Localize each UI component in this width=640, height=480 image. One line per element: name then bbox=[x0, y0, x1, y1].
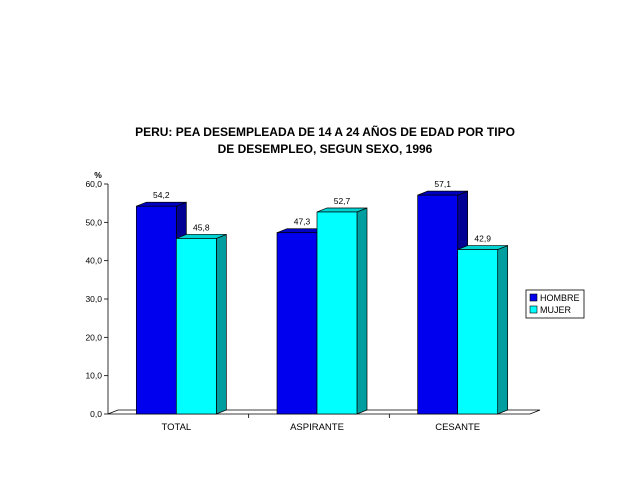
bar-side bbox=[215, 233, 227, 415]
data-label: 52,7 bbox=[334, 196, 351, 206]
plot-area: 0,0 10,0 20,0 30,0 40,0 50,0 60,0 54,2 45,8 TOTAL… bbox=[85, 179, 541, 433]
y-tick-label: 50,0 bbox=[85, 217, 102, 227]
x-category-label: TOTAL bbox=[161, 422, 191, 433]
bar-mujer-cesante bbox=[457, 249, 499, 415]
bar-side bbox=[497, 245, 509, 415]
legend-swatch bbox=[529, 305, 538, 314]
y-tick-label: 20,0 bbox=[85, 332, 102, 342]
bar-hombre-total bbox=[135, 205, 177, 415]
y-tick-label: 40,0 bbox=[85, 256, 102, 266]
y-tick-label: 30,0 bbox=[85, 294, 102, 304]
bar-hombre-aspirante bbox=[276, 232, 318, 415]
y-axis-unit-label: % bbox=[94, 170, 102, 180]
data-label: 42,9 bbox=[474, 234, 491, 244]
data-label: 45,8 bbox=[193, 222, 210, 232]
data-label: 54,2 bbox=[153, 190, 170, 200]
bar-mujer-aspirante bbox=[316, 211, 358, 415]
y-tick-label: 60,0 bbox=[85, 179, 102, 189]
legend-swatch bbox=[529, 293, 538, 302]
legend: HOMBRE MUJER bbox=[525, 289, 585, 319]
chart-title-line-2: DE DESEMPLEO, SEGUN SEXO, 1996 bbox=[218, 142, 433, 156]
bar-side bbox=[356, 207, 368, 415]
y-tick-label: 10,0 bbox=[85, 371, 102, 381]
chart-title-line-1: PERU: PEA DESEMPLEADA DE 14 A 24 AÑOS DE… bbox=[135, 124, 515, 139]
bar-hombre-cesante bbox=[417, 194, 459, 415]
bar-mujer-total bbox=[175, 238, 217, 415]
y-tick-label: 0,0 bbox=[90, 409, 102, 419]
data-label: 57,1 bbox=[434, 179, 451, 189]
legend-label: HOMBRE bbox=[540, 293, 580, 303]
x-category-label: ASPIRANTE bbox=[290, 422, 344, 433]
legend-label: MUJER bbox=[540, 305, 571, 315]
x-category-label: CESANTE bbox=[435, 422, 480, 433]
data-label: 47,3 bbox=[294, 217, 311, 227]
